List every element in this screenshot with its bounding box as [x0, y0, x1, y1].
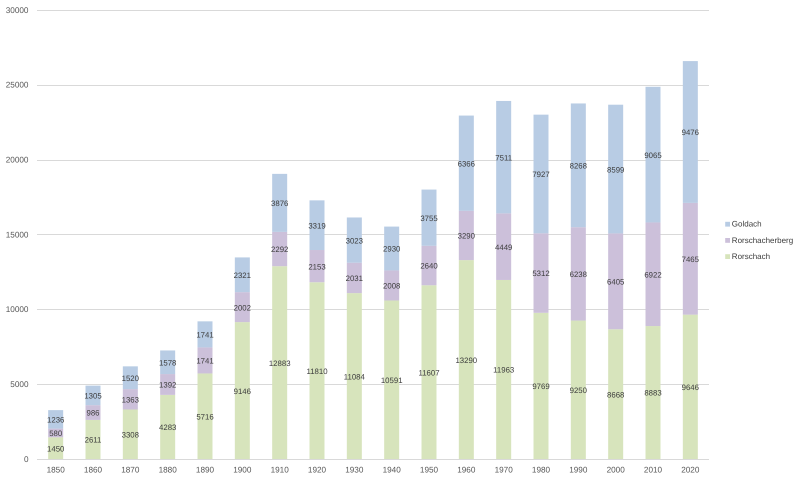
svg-text:1920: 1920	[308, 466, 327, 475]
svg-text:3319: 3319	[308, 221, 325, 230]
svg-text:5000: 5000	[10, 380, 29, 389]
svg-text:1392: 1392	[159, 381, 176, 390]
svg-text:6238: 6238	[570, 270, 587, 279]
svg-text:1910: 1910	[271, 466, 290, 475]
svg-text:25000: 25000	[6, 81, 29, 90]
svg-text:1930: 1930	[345, 466, 364, 475]
svg-text:4283: 4283	[159, 423, 176, 432]
svg-text:2002: 2002	[234, 303, 251, 312]
svg-text:9065: 9065	[644, 151, 662, 160]
svg-text:3876: 3876	[271, 199, 288, 208]
svg-text:10591: 10591	[381, 376, 403, 385]
svg-text:7511: 7511	[495, 153, 512, 162]
svg-text:3755: 3755	[420, 214, 438, 223]
svg-text:6366: 6366	[458, 159, 475, 168]
svg-text:1950: 1950	[420, 466, 439, 475]
svg-text:11607: 11607	[418, 368, 439, 377]
svg-text:1741: 1741	[196, 357, 213, 366]
svg-text:20000: 20000	[6, 156, 29, 165]
svg-text:1990: 1990	[569, 466, 588, 475]
svg-text:6922: 6922	[644, 270, 661, 279]
svg-text:2611: 2611	[85, 436, 102, 445]
svg-text:12883: 12883	[269, 359, 291, 368]
svg-text:2000: 2000	[607, 466, 626, 475]
svg-text:1970: 1970	[495, 466, 514, 475]
svg-text:8668: 8668	[607, 390, 624, 399]
svg-text:1880: 1880	[159, 466, 178, 475]
svg-text:8268: 8268	[570, 162, 587, 171]
svg-text:9250: 9250	[570, 386, 588, 395]
svg-text:1980: 1980	[532, 466, 551, 475]
svg-text:1305: 1305	[84, 392, 102, 401]
svg-text:2321: 2321	[234, 271, 251, 280]
svg-text:5716: 5716	[196, 412, 213, 421]
svg-text:9769: 9769	[532, 382, 549, 391]
svg-text:580: 580	[49, 429, 63, 438]
svg-text:986: 986	[86, 409, 99, 418]
svg-text:2930: 2930	[383, 245, 401, 254]
svg-text:1450: 1450	[47, 444, 65, 453]
svg-text:2640: 2640	[420, 262, 438, 271]
svg-text:11963: 11963	[493, 366, 514, 375]
svg-text:2020: 2020	[681, 466, 700, 475]
svg-text:1860: 1860	[84, 466, 103, 475]
svg-text:2031: 2031	[346, 274, 363, 283]
svg-text:1960: 1960	[457, 466, 476, 475]
svg-text:2153: 2153	[308, 262, 325, 271]
svg-text:7465: 7465	[682, 255, 700, 264]
svg-text:1578: 1578	[159, 358, 176, 367]
svg-text:4449: 4449	[495, 243, 512, 252]
svg-text:Rorschach: Rorschach	[732, 252, 770, 261]
svg-text:5312: 5312	[532, 269, 549, 278]
svg-text:13290: 13290	[455, 356, 477, 365]
svg-text:2010: 2010	[644, 466, 663, 475]
svg-text:3290: 3290	[458, 232, 476, 241]
svg-text:6405: 6405	[607, 278, 625, 287]
svg-text:Goldach: Goldach	[732, 220, 762, 229]
svg-text:1850: 1850	[47, 466, 66, 475]
svg-text:8599: 8599	[607, 165, 624, 174]
svg-text:3023: 3023	[346, 236, 363, 245]
svg-text:11810: 11810	[306, 367, 328, 376]
svg-text:10000: 10000	[6, 305, 29, 314]
svg-text:Rorschacherberg: Rorschacherberg	[732, 236, 793, 245]
svg-text:30000: 30000	[6, 6, 29, 15]
svg-text:2292: 2292	[271, 245, 288, 254]
svg-text:1520: 1520	[122, 374, 140, 383]
svg-text:1363: 1363	[122, 395, 139, 404]
svg-text:2008: 2008	[383, 282, 400, 291]
svg-text:11084: 11084	[344, 372, 366, 381]
svg-text:15000: 15000	[6, 230, 29, 239]
svg-text:1741: 1741	[196, 331, 213, 340]
svg-text:1870: 1870	[121, 466, 140, 475]
svg-text:9646: 9646	[682, 383, 699, 392]
svg-text:1890: 1890	[196, 466, 215, 475]
svg-text:7927: 7927	[532, 170, 549, 179]
svg-text:0: 0	[24, 455, 29, 464]
svg-text:3308: 3308	[122, 430, 139, 439]
svg-text:9146: 9146	[234, 387, 251, 396]
svg-text:9476: 9476	[682, 128, 699, 137]
svg-text:1940: 1940	[383, 466, 402, 475]
svg-text:8883: 8883	[644, 389, 661, 398]
svg-text:1900: 1900	[233, 466, 252, 475]
svg-text:1236: 1236	[47, 416, 64, 425]
